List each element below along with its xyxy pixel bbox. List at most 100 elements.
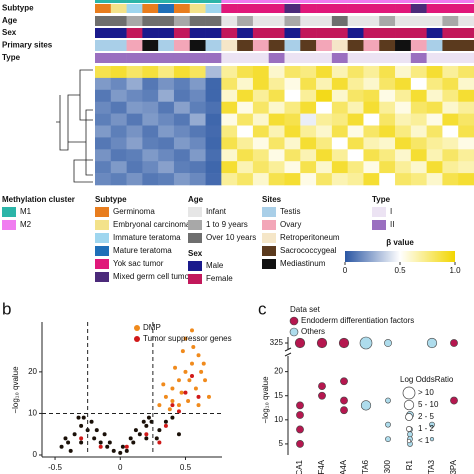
track-cell: [458, 16, 474, 26]
track-label: Primary sites: [2, 41, 53, 50]
track-cell: [379, 28, 396, 38]
track-cell: [347, 16, 364, 26]
heatmap-cell: [426, 137, 443, 150]
track-label: Sex: [2, 28, 17, 37]
track-cell: [268, 53, 285, 63]
track-cell: [110, 16, 127, 26]
heatmap-cell: [95, 66, 112, 79]
heatmap-cell: [252, 161, 270, 174]
point: [429, 421, 435, 428]
heatmap-cell: [110, 125, 127, 138]
track-cell: [237, 28, 254, 38]
legend-marker: [134, 325, 140, 331]
heatmap-cell: [300, 101, 317, 114]
heatmap-cell: [379, 173, 396, 186]
point: [79, 436, 84, 441]
heatmap-cell: [316, 89, 333, 102]
track-cell: [189, 0, 206, 3]
heatmap-cell: [410, 137, 427, 150]
track-cell: [173, 53, 191, 63]
legend-label: Over 10 years: [206, 233, 256, 242]
heatmap-cell: [331, 66, 348, 79]
heatmap-cell: [126, 149, 143, 162]
track-cell: [173, 16, 191, 26]
heatmap-cell: [252, 113, 270, 126]
point: [163, 423, 168, 428]
point: [111, 448, 116, 453]
heatmap-cell: [237, 89, 254, 102]
track-cell: [158, 28, 175, 38]
track-cell: [142, 16, 159, 26]
point: [203, 378, 208, 383]
track-cell: [95, 40, 112, 51]
point: [161, 382, 166, 387]
colorbar: [345, 251, 455, 262]
heatmap-cell: [142, 173, 159, 186]
heatmap-cell: [426, 66, 443, 79]
heatmap-cell: [347, 173, 364, 186]
heatmap-cell: [173, 89, 191, 102]
legend-swatch: [95, 272, 109, 282]
heatmap-cell: [442, 89, 459, 102]
point: [141, 419, 146, 424]
heatmap-cell: [316, 101, 333, 114]
heatmap-cell: [331, 101, 348, 114]
heatmap-cell: [237, 149, 254, 162]
heatmap-cell: [347, 149, 364, 162]
track-cell: [379, 16, 396, 26]
heatmap-cell: [252, 125, 270, 138]
heatmap-cell: [221, 149, 238, 162]
track-cell: [189, 4, 206, 13]
heatmap-cell: [95, 137, 112, 150]
legend-swatch: [2, 207, 16, 217]
point: [450, 396, 458, 405]
heatmap-cell: [95, 125, 112, 138]
point: [170, 398, 175, 403]
heatmap-cell: [347, 89, 364, 102]
heatmap-cell: [331, 125, 348, 138]
legend-label: M1: [20, 207, 32, 216]
track-cell: [347, 4, 364, 13]
track-cell: [331, 28, 348, 38]
legend-swatch: [188, 274, 202, 284]
heatmap-cell: [410, 173, 427, 186]
track-cell: [458, 28, 474, 38]
heatmap-cell: [426, 113, 443, 126]
point: [296, 440, 304, 448]
track-cell: [268, 16, 285, 26]
track-cell: [173, 40, 191, 51]
track-cell: [300, 40, 317, 51]
size-legend-label: < 1: [418, 436, 430, 445]
heatmap-cell: [221, 89, 238, 102]
track-cell: [347, 53, 364, 63]
heatmap-cell: [410, 125, 427, 138]
point: [98, 440, 103, 445]
track-cell: [331, 0, 348, 3]
legend-swatch: [95, 246, 109, 256]
point: [176, 403, 181, 408]
legend-label: Testis: [280, 207, 300, 216]
point: [190, 328, 194, 333]
track-cell: [442, 16, 459, 26]
x-tick-label: F4A: [317, 459, 326, 474]
heatmap-cell: [395, 173, 412, 186]
track-cell: [237, 40, 254, 51]
size-legend-marker: [403, 399, 415, 411]
colorbar-title: β value: [386, 238, 414, 247]
heatmap-cell: [284, 89, 301, 102]
point: [89, 419, 94, 424]
point: [183, 369, 188, 374]
heatmap-cell: [363, 149, 380, 162]
heatmap-cell: [426, 89, 443, 102]
track-cell: [268, 4, 285, 13]
heatmap-cell: [252, 77, 270, 91]
heatmap-cell: [205, 137, 222, 150]
heatmap-cell: [173, 149, 191, 162]
point: [385, 397, 391, 404]
point: [186, 398, 191, 403]
heatmap-cell: [395, 101, 412, 114]
track-cell: [95, 53, 112, 63]
track-cell: [221, 28, 238, 38]
legend-swatch: [2, 220, 16, 230]
track-cell: [284, 53, 301, 63]
